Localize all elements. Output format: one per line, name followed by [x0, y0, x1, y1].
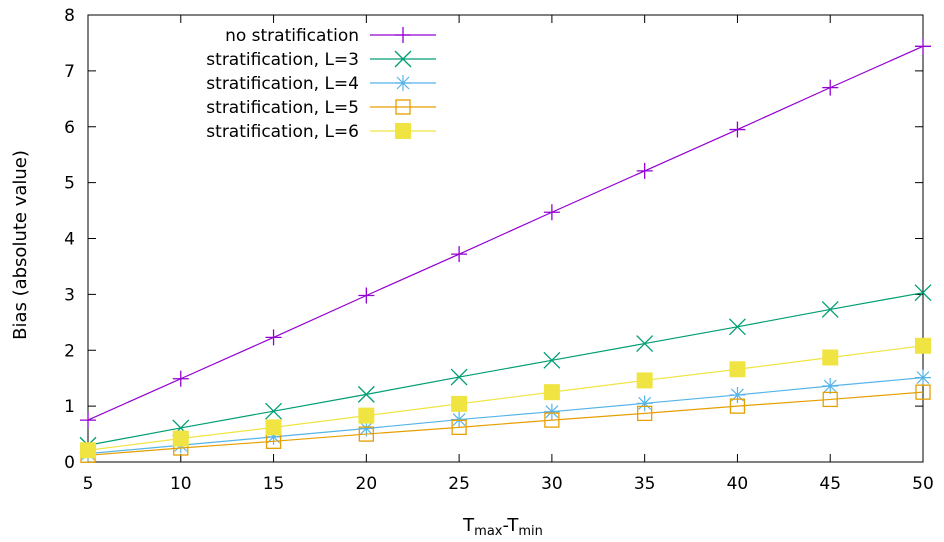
- data-point: [822, 79, 839, 96]
- data-point: [80, 442, 96, 459]
- series-1: [80, 38, 931, 429]
- legend-label: stratification, L=4: [206, 74, 359, 94]
- data-point: [915, 384, 931, 400]
- legend-entry-4: stratification, L=5: [206, 98, 436, 118]
- legend-label: stratification, L=6: [206, 122, 359, 142]
- data-point: [451, 411, 468, 428]
- series-5: [80, 337, 931, 459]
- y-tick-label: 5: [64, 174, 75, 194]
- data-point: [265, 329, 282, 346]
- data-point: [358, 287, 375, 304]
- data-point: [915, 38, 931, 55]
- x-tick-label: 25: [448, 474, 470, 494]
- data-point: [357, 385, 375, 403]
- series-4: [80, 384, 931, 463]
- legend-marker: [395, 99, 411, 115]
- data-point: [265, 419, 282, 436]
- series-line: [87, 345, 924, 451]
- data-point: [451, 395, 468, 412]
- data-point: [729, 398, 746, 414]
- legend-entry-1: no stratification: [225, 26, 436, 46]
- data-point: [451, 246, 468, 263]
- legend-label: stratification, L=3: [206, 50, 359, 70]
- x-tick-label: 50: [912, 474, 934, 494]
- data-point: [729, 121, 746, 138]
- x-tick-label: 20: [356, 474, 378, 494]
- y-tick-label: 2: [64, 341, 75, 361]
- data-point: [729, 361, 746, 378]
- data-point: [543, 384, 560, 401]
- x-tick-label: 35: [634, 474, 656, 494]
- data-point: [543, 204, 560, 221]
- data-point: [637, 405, 653, 422]
- data-point: [358, 407, 375, 424]
- data-point: [822, 349, 839, 366]
- legend-entry-5: stratification, L=6: [206, 122, 436, 142]
- x-tick-label: 40: [727, 474, 749, 494]
- data-point: [544, 412, 560, 428]
- data-point: [358, 426, 374, 442]
- y-tick-label: 7: [64, 62, 75, 82]
- legend: no stratification stratification, L=3 stra…: [206, 26, 436, 142]
- series-layer: [79, 38, 932, 463]
- data-point: [822, 378, 839, 395]
- data-point: [728, 318, 746, 336]
- legend-label: no stratification: [225, 26, 359, 46]
- legend-entry-3: stratification, L=4: [206, 74, 436, 94]
- legend-marker: [395, 27, 411, 43]
- series-line: [87, 391, 924, 456]
- data-point: [636, 372, 653, 389]
- data-point: [729, 386, 746, 403]
- data-point: [543, 403, 560, 420]
- data-point: [172, 370, 189, 387]
- y-tick-label: 0: [64, 453, 75, 473]
- data-point: [265, 428, 282, 445]
- y-tick-label: 8: [64, 6, 75, 26]
- legend-marker: [395, 75, 411, 91]
- y-tick-label: 1: [64, 397, 75, 417]
- y-axis-label: Bias (absolute value): [10, 150, 31, 340]
- data-point: [914, 284, 932, 302]
- data-point: [80, 412, 96, 429]
- data-point: [636, 335, 654, 353]
- data-point: [636, 162, 653, 179]
- x-tick-label: 10: [170, 474, 192, 494]
- series-line: [87, 292, 924, 446]
- legend-label: stratification, L=5: [206, 98, 359, 118]
- data-point: [821, 301, 839, 318]
- data-point: [822, 391, 838, 408]
- data-point: [172, 430, 189, 447]
- series-2: [79, 284, 932, 454]
- data-point: [451, 419, 467, 436]
- data-point: [915, 369, 931, 386]
- x-tick-label: 45: [819, 474, 841, 494]
- data-point: [265, 402, 283, 420]
- legend-marker: [395, 123, 411, 139]
- x-tick-label: 5: [83, 474, 94, 494]
- y-tick-label: 3: [64, 285, 75, 305]
- data-point: [543, 351, 561, 369]
- data-point: [358, 420, 375, 437]
- legend-marker: [394, 50, 412, 68]
- data-point: [450, 368, 468, 386]
- series-line: [87, 377, 924, 455]
- legend-entry-2: stratification, L=3: [206, 50, 436, 70]
- x-axis-label: Tmax-Tmin: [462, 515, 543, 539]
- x-tick-label: 15: [263, 474, 285, 494]
- series-line: [87, 45, 924, 421]
- y-tick-label: 4: [64, 230, 75, 250]
- x-tick-label: 30: [541, 474, 563, 494]
- data-point: [915, 337, 931, 354]
- series-3: [80, 369, 931, 462]
- y-tick-label: 6: [64, 118, 75, 138]
- data-point: [636, 395, 653, 412]
